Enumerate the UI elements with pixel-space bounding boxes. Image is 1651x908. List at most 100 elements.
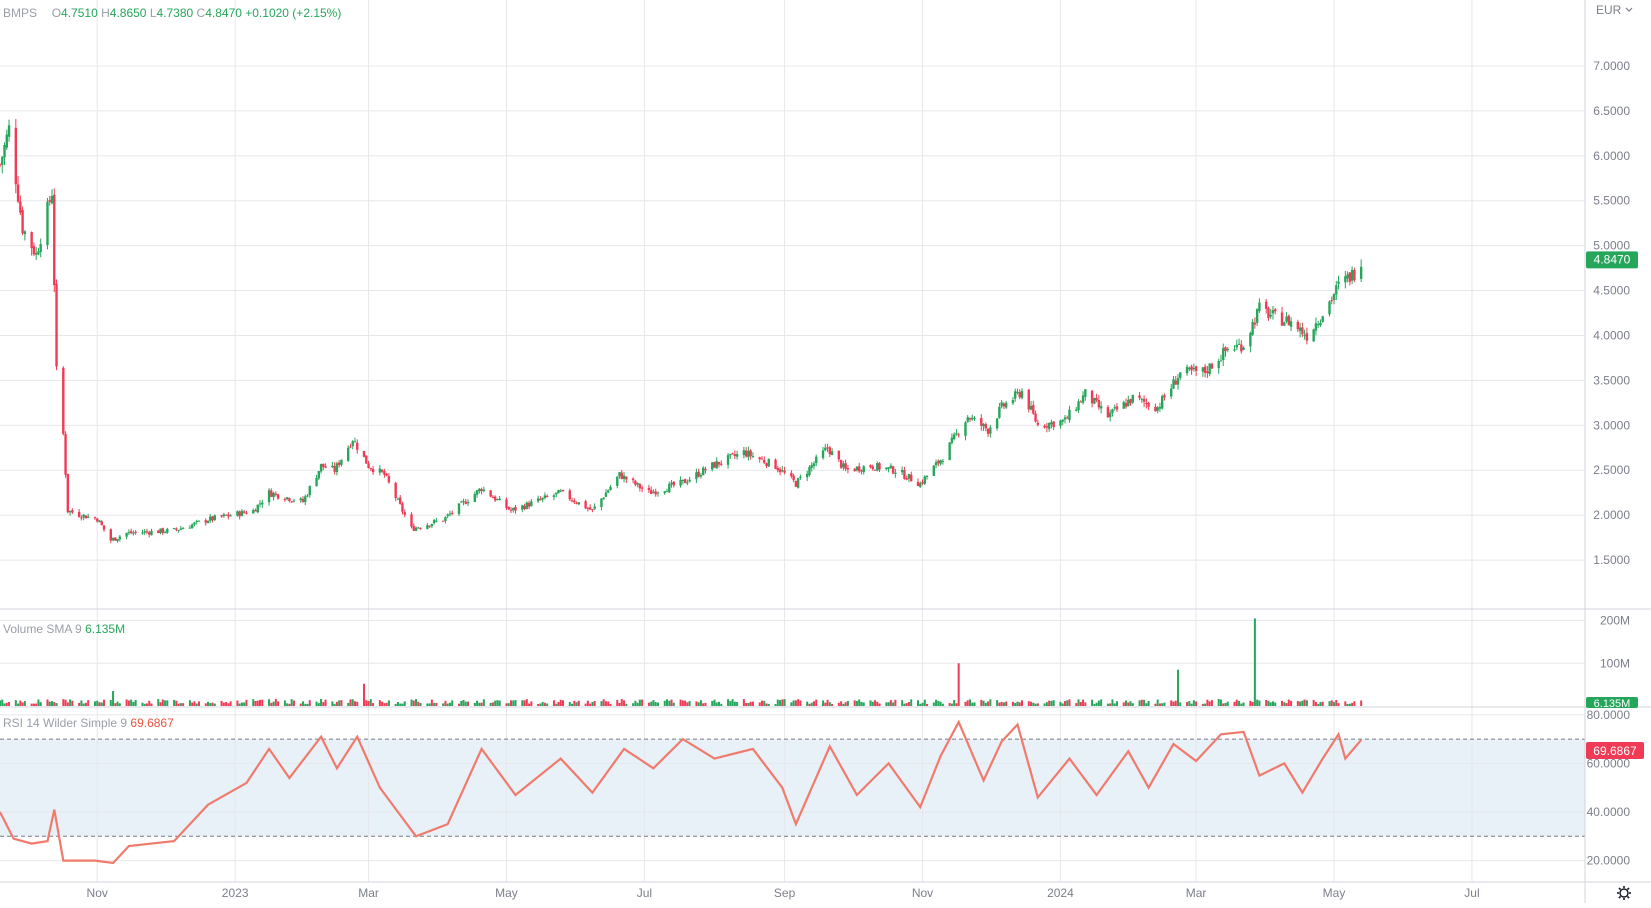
candle-body — [242, 511, 246, 513]
candle-body — [478, 488, 481, 492]
volume-bar — [1122, 702, 1125, 706]
volume-bar — [114, 703, 117, 706]
volume-bar — [577, 700, 580, 706]
candle-body — [971, 417, 974, 420]
volume-bar — [901, 700, 904, 706]
volume-bar — [736, 702, 739, 706]
candle-body — [982, 423, 985, 427]
candle-body — [808, 466, 811, 476]
candle-body — [1344, 276, 1347, 283]
volume-bar — [80, 700, 83, 706]
volume-bar — [1312, 699, 1315, 706]
gear-icon[interactable] — [1617, 886, 1631, 900]
symbol-label[interactable]: BMPS — [3, 6, 38, 20]
volume-bar — [23, 701, 26, 706]
volume-bar — [686, 702, 689, 706]
candle-body — [46, 201, 49, 246]
volume-bar — [907, 701, 910, 706]
volume-bar — [1328, 701, 1331, 706]
volume-bar — [878, 703, 881, 706]
candle-body — [84, 515, 88, 519]
candle-body — [1097, 400, 1101, 408]
volume-bar — [87, 700, 90, 706]
volume-bar — [950, 703, 953, 706]
candle-body — [984, 424, 988, 429]
candle-body — [14, 127, 18, 185]
volume-bar — [464, 701, 467, 706]
volume-bar — [822, 700, 825, 706]
x-tick-label: Nov — [912, 886, 933, 900]
volume-bar — [288, 703, 291, 706]
volume-bar — [100, 702, 103, 706]
candle-body — [552, 495, 556, 497]
volume-bar — [609, 703, 612, 706]
rsi-indicator-label[interactable]: RSI 14 Wilder Simple 9 — [3, 716, 128, 730]
candle-body — [907, 473, 911, 479]
candle-body — [161, 528, 164, 533]
candle-body — [600, 498, 603, 508]
candle-body — [362, 451, 366, 457]
volume-bar — [557, 701, 560, 706]
candle-body — [839, 460, 843, 468]
candle-body — [910, 474, 913, 482]
candle-body — [229, 515, 232, 517]
x-tick-label: Nov — [87, 886, 108, 900]
candle-body — [681, 479, 685, 482]
candle-body — [894, 472, 897, 474]
candle-body — [781, 470, 784, 472]
candle-body — [462, 501, 465, 503]
candle-body — [995, 418, 999, 429]
candle-body — [1113, 407, 1116, 409]
volume-bar — [1179, 702, 1182, 706]
candle-body — [1068, 409, 1071, 421]
candle-body — [1011, 400, 1015, 404]
volume-bar — [650, 701, 653, 706]
candle-body — [765, 463, 768, 466]
candle-body — [96, 518, 99, 522]
volume-bar — [387, 700, 390, 706]
candle-body — [82, 514, 85, 518]
volume-bar — [589, 703, 592, 706]
volume-bar — [921, 702, 924, 706]
candle-body — [428, 525, 431, 527]
volume-bar — [1188, 701, 1191, 706]
candle-body — [815, 456, 818, 464]
candle-body — [1158, 407, 1162, 409]
volume-bar — [207, 701, 210, 706]
volume-bar — [130, 699, 133, 706]
volume-bar — [315, 701, 318, 706]
candle-body — [0, 164, 2, 166]
candle-body — [181, 528, 185, 530]
candle-body — [1303, 335, 1306, 337]
volume-bar — [482, 699, 485, 706]
candle-body — [1122, 402, 1125, 409]
volume-bar — [733, 701, 736, 706]
volume-bar — [1084, 702, 1087, 706]
chevron-down-icon[interactable] — [1625, 7, 1633, 12]
volume-bar — [1147, 700, 1150, 706]
volume-bar — [573, 700, 576, 706]
candle-body — [387, 476, 391, 483]
volume-bar — [632, 703, 635, 706]
currency-label[interactable]: EUR — [1596, 3, 1622, 17]
volume-bar — [46, 699, 49, 706]
volume-bar — [1143, 699, 1146, 706]
candle-body — [166, 528, 169, 533]
volume-bar — [1210, 700, 1213, 706]
candle-body — [828, 447, 832, 455]
candle-body — [111, 538, 115, 541]
candle-body — [794, 481, 798, 487]
volume-bar — [179, 703, 182, 706]
volume-bar — [812, 701, 815, 706]
candle-body — [71, 510, 74, 513]
candle-body — [805, 473, 809, 478]
candle-body — [654, 491, 657, 495]
candle-body — [555, 492, 558, 495]
candle-body — [923, 476, 926, 484]
candle-body — [1285, 316, 1288, 322]
candle-body — [1047, 423, 1051, 429]
volume-bar — [381, 701, 384, 706]
volume-indicator-label[interactable]: Volume SMA 9 — [3, 622, 82, 636]
